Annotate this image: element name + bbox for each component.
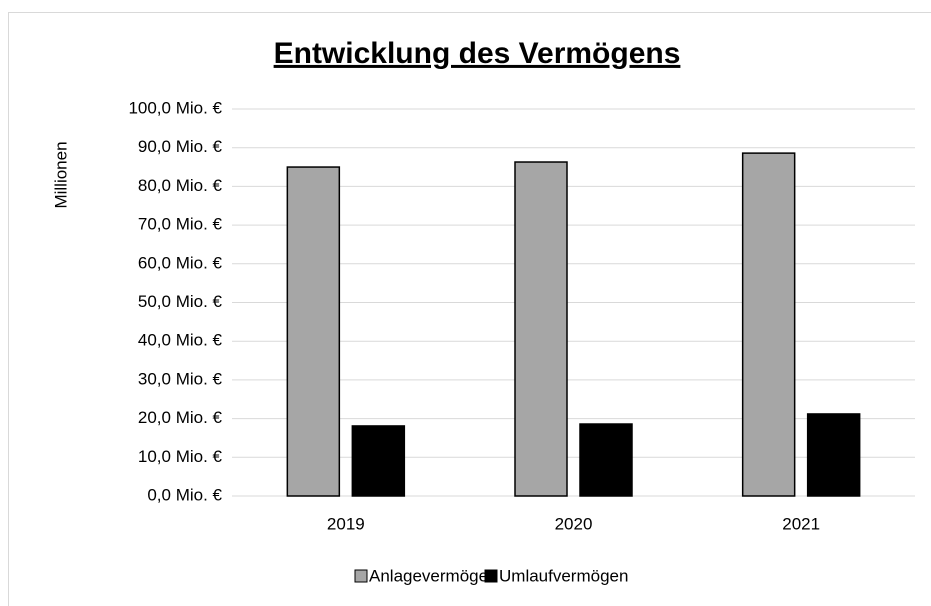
y-tick-label: 100,0 Mio. €	[128, 98, 222, 117]
x-tick-label: 2020	[555, 514, 593, 533]
y-tick-label: 60,0 Mio. €	[138, 253, 223, 272]
legend-label: Anlagevermögen	[369, 566, 498, 585]
y-tick-label: 80,0 Mio. €	[138, 176, 223, 195]
chart-title: Entwicklung des Vermögens	[274, 37, 681, 70]
bar	[286, 166, 341, 497]
x-tick-label: 2021	[782, 514, 820, 533]
chart-border	[8, 12, 931, 606]
y-tick-label: 40,0 Mio. €	[138, 331, 223, 350]
y-tick-label: 70,0 Mio. €	[138, 215, 223, 234]
y-tick-label: 90,0 Mio. €	[138, 137, 223, 156]
y-tick-label: 50,0 Mio. €	[138, 292, 223, 311]
legend-label: Umlaufvermögen	[499, 566, 628, 585]
y-axis-label: Millionen	[51, 141, 70, 208]
bar	[806, 413, 861, 497]
x-tick-label: 2019	[327, 514, 365, 533]
legend-swatch	[484, 569, 498, 583]
bar	[514, 161, 568, 497]
y-tick-label: 20,0 Mio. €	[138, 408, 223, 427]
bar	[741, 152, 796, 497]
y-tick-label: 10,0 Mio. €	[138, 447, 223, 466]
y-tick-label: 0,0 Mio. €	[147, 485, 222, 504]
y-tick-label: 30,0 Mio. €	[138, 369, 223, 388]
bar	[579, 423, 633, 497]
bar	[351, 425, 406, 497]
legend-swatch	[354, 569, 368, 583]
